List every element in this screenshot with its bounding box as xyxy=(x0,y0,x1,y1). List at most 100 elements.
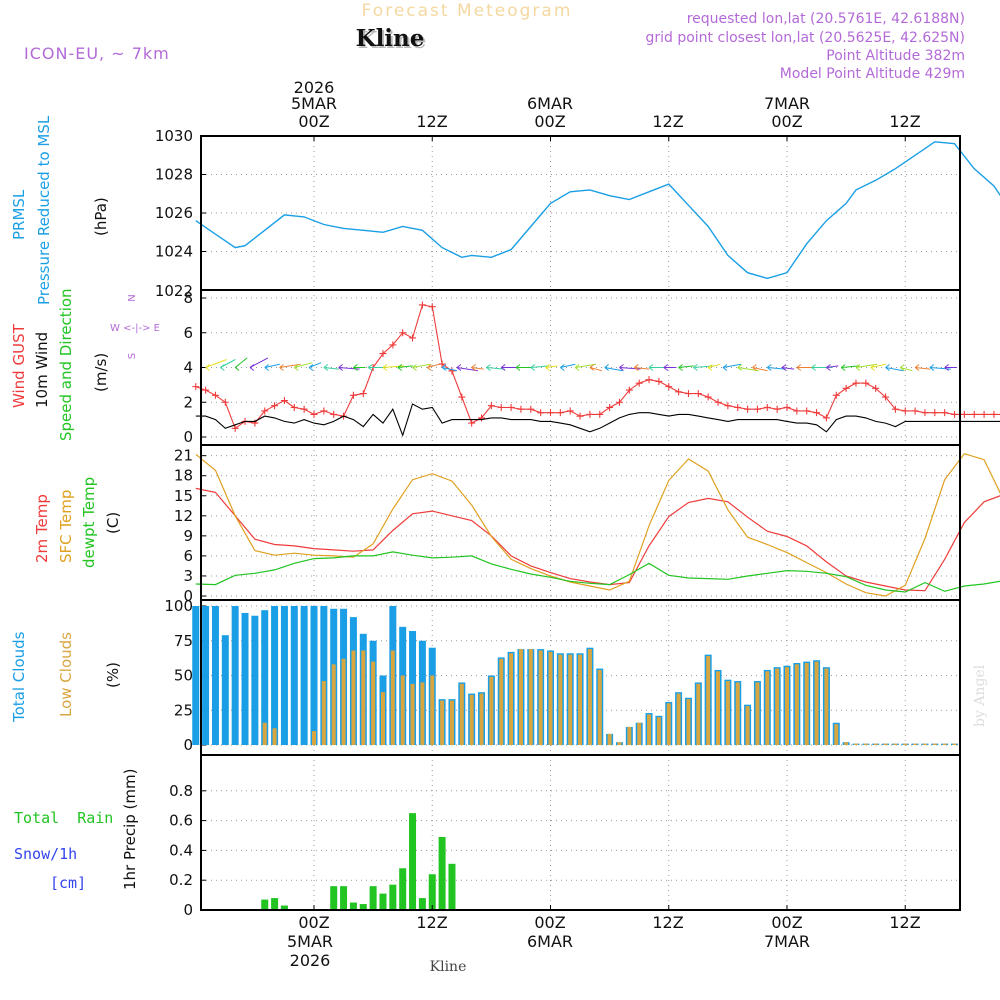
wind-direction-arrow xyxy=(944,364,957,371)
gust-point xyxy=(911,407,919,415)
rain-bar xyxy=(448,863,456,910)
y-tick-label: 21 xyxy=(174,447,193,465)
top-time-axis: 2026 5MAR 00Z 12Z 6MAR 00Z 12Z 7MAR 00Z … xyxy=(291,78,921,131)
wind-direction-arrow xyxy=(412,363,431,371)
y-tick-label: 6 xyxy=(183,324,193,342)
y-tick-label: 0 xyxy=(183,587,193,605)
bottom-tick-label: 12Z xyxy=(652,913,683,932)
low-cloud-bar xyxy=(814,661,819,745)
total-cloud-bar xyxy=(261,610,269,745)
rain-bar xyxy=(389,884,397,910)
top-date-label: 7MAR xyxy=(764,94,810,113)
low-cloud-bar xyxy=(262,722,267,745)
low-cloud-bar xyxy=(775,668,780,745)
gust-point xyxy=(300,405,308,413)
gust-point xyxy=(606,403,614,411)
low-cloud-bar xyxy=(351,650,356,745)
low-cloud-bar xyxy=(725,681,730,745)
gust-point xyxy=(448,367,456,375)
pressure-label-2: Pressure Reduced to MSL xyxy=(35,115,53,305)
pressure-label-1: PRMSL xyxy=(10,189,28,240)
wind-direction-arrow xyxy=(870,363,886,371)
gust-point xyxy=(773,405,781,413)
wind-direction-arrow xyxy=(264,363,280,371)
gust-point xyxy=(832,391,840,399)
gust-point xyxy=(901,407,909,415)
top-tick-label: 12Z xyxy=(889,112,920,131)
wind-direction-arrow xyxy=(633,364,650,371)
y-tick-label: 9 xyxy=(183,527,193,545)
low-cloud-bar xyxy=(410,683,415,745)
low-cloud-bar xyxy=(479,693,484,745)
wind-direction-arrow xyxy=(308,362,322,371)
low-cloud-bar xyxy=(824,668,829,745)
precip-panel-labels: Total Rain Snow/1h [cm] 1hr Precip (mm) xyxy=(14,769,139,892)
y-tick-label: 0 xyxy=(183,901,193,919)
low-cloud-bar xyxy=(499,658,504,745)
model-altitude: Model Point Altitude 429m xyxy=(780,66,965,82)
gust-point xyxy=(271,402,279,410)
wind-direction-arrow xyxy=(752,364,768,372)
wind-direction-arrow xyxy=(353,364,366,371)
low-cloud-bar xyxy=(785,667,789,745)
gust-point xyxy=(951,410,959,418)
y-tick-label: 3 xyxy=(183,567,193,585)
low-cloud-bar xyxy=(420,682,425,745)
y-tick-label-cut: 1022 xyxy=(155,282,193,300)
pressure-background xyxy=(201,136,960,290)
wind-direction-arrow xyxy=(604,364,623,372)
low-cloud-bar xyxy=(647,714,652,745)
wind-direction-arrow xyxy=(427,363,440,371)
wind-direction-arrow xyxy=(737,364,759,372)
low-cloud-bar xyxy=(361,650,366,745)
wind-direction-arrow xyxy=(338,364,360,371)
low-cloud-bar xyxy=(696,683,701,745)
gust-point xyxy=(724,402,732,410)
total-cloud-bar xyxy=(211,606,219,745)
gust-point xyxy=(822,414,830,422)
total-cloud-bar xyxy=(241,612,249,745)
y-tick-label: 0.2 xyxy=(169,871,193,889)
requested-coords: requested lon,lat (20.5761E, 42.6188N) xyxy=(687,11,965,27)
y-tick-label: 1024 xyxy=(155,243,193,261)
low-cloud-bar xyxy=(656,717,661,745)
total-cloud-bar xyxy=(192,606,200,745)
wind-direction-arrow xyxy=(205,359,227,371)
low-cloud-bar xyxy=(321,681,326,745)
low-cloud-bar xyxy=(568,654,573,745)
y-tick-label: 1030 xyxy=(155,127,193,145)
gust-point xyxy=(458,393,466,401)
sfc-temp-line xyxy=(195,453,1000,597)
gust-point xyxy=(852,379,860,387)
cloud-label-1: Total Clouds xyxy=(10,631,28,723)
top-tick-label: 12Z xyxy=(652,112,683,131)
low-cloud-bar xyxy=(380,692,385,745)
gust-point xyxy=(409,334,417,342)
low-cloud-bar xyxy=(706,656,711,745)
wind-direction-arrow xyxy=(530,364,549,371)
low-cloud-bar xyxy=(489,676,494,745)
low-cloud-bar xyxy=(459,683,464,745)
gust-point xyxy=(537,409,545,417)
pressure-unit: (hPa) xyxy=(92,197,110,236)
low-cloud-bar xyxy=(400,675,405,745)
wind-speed-line xyxy=(195,403,1000,437)
chart-title: Forecast Meteogram xyxy=(362,1,573,21)
gust-point xyxy=(842,384,850,392)
compass-s: S xyxy=(127,353,138,359)
wind-direction-arrow xyxy=(722,363,742,371)
low-cloud-bar xyxy=(716,671,721,745)
low-cloud-bar xyxy=(804,662,809,745)
low-cloud-bar xyxy=(883,743,888,745)
clouds-panel-labels: Total Clouds Low Clouds (%) xyxy=(10,631,122,723)
y-tick-label: 100 xyxy=(164,597,193,615)
low-cloud-bar xyxy=(331,664,336,745)
wind-direction-arrow xyxy=(515,364,532,371)
pressure-panel-labels: PRMSL Pressure Reduced to MSL (hPa) xyxy=(10,115,110,305)
gust-point xyxy=(310,410,318,418)
y-tick-label: 0 xyxy=(183,736,193,754)
total-cloud-bar xyxy=(231,606,239,745)
watermark: by Angel xyxy=(972,664,988,727)
low-cloud-bar xyxy=(745,706,750,745)
dewpoint-line xyxy=(195,551,1000,593)
